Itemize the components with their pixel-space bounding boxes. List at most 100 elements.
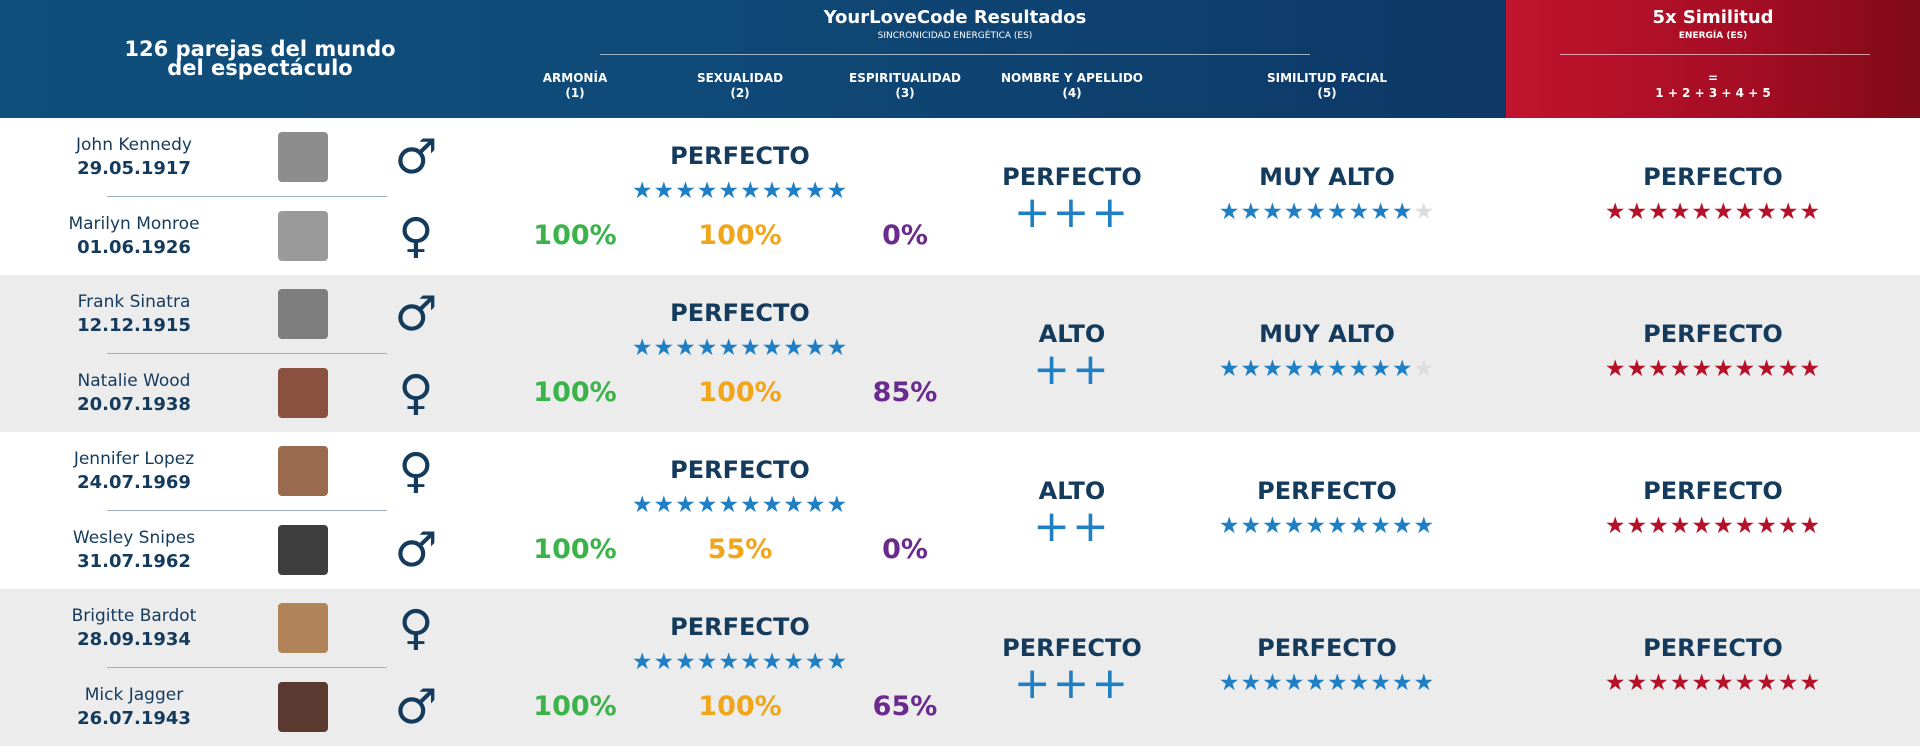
espiritualidad-percent: 65% [872,691,938,722]
nombre-label: ALTO [1038,320,1106,348]
star-icon: ★ [783,649,805,675]
star-icon: ★ [1348,513,1371,539]
star-icon: ★ [1799,356,1822,382]
facial-stars: ★★★★★★★★★★ [1187,670,1467,696]
portrait-photo [278,132,328,182]
male-symbol-icon: ♂ [394,129,438,185]
star-icon: ★ [1626,356,1649,382]
person-name: Brigitte Bardot [71,606,197,626]
star-icon: ★ [1391,199,1414,225]
armonia-percent: 100% [533,534,617,565]
star-icon: ★ [1240,513,1263,539]
column-header-label: ARMONÍA [542,71,608,85]
star-icon: ★ [1648,670,1670,696]
star-icon: ★ [631,178,654,204]
person-name: Marilyn Monroe [68,214,200,234]
portrait-photo [278,525,328,575]
star-icon: ★ [696,649,719,675]
star-icon: ★ [718,335,740,361]
person-date: 31.07.1962 [77,551,191,572]
star-icon: ★ [761,178,784,204]
star-icon: ★ [1604,199,1627,225]
header-blue-panel [0,0,1506,118]
star-icon: ★ [804,649,827,675]
star-icon: ★ [1734,670,1757,696]
female-symbol-icon: ♀ [398,365,434,421]
star-icon: ★ [1669,199,1692,225]
header-subtitle: SINCRONICIDAD ENERGÉTICA (ES) [877,31,1033,41]
armonia-percent: 100% [533,691,617,722]
star-icon: ★ [653,649,676,675]
facial-stars: ★★★★★★★★★★ [1187,513,1467,539]
column-header-num: (4) [1062,86,1082,100]
person-name: Jennifer Lopez [73,449,195,469]
star-icon: ★ [1777,513,1800,539]
star-icon: ★ [1604,513,1627,539]
row-separator [107,510,387,511]
overall-stars: ★★★★★★★★★★ [600,178,880,204]
pair-row: Brigitte Bardot 28.09.1934 ♀ Mick Jagger 26.… [0,589,1920,746]
person-date: 12.12.1915 [77,315,191,336]
facial-label: MUY ALTO [1259,163,1395,191]
similitud-stars: ★★★★★★★★★★ [1573,199,1853,225]
overall-stars: ★★★★★★★★★★ [600,649,880,675]
star-icon: ★ [1413,670,1436,696]
star-icon: ★ [631,492,654,518]
star-icon: ★ [826,335,849,361]
header: 126 parejas del mundo del espectáculo Yo… [0,0,1920,118]
star-icon: ★ [826,178,849,204]
star-icon: ★ [1413,356,1436,382]
star-icon: ★ [653,178,676,204]
header-left-title: 126 parejas del mundo del espectáculo [110,37,410,79]
female-symbol-icon: ♀ [398,600,434,656]
portrait-photo [278,446,328,496]
column-header-sexualidad: SEXUALIDAD (2) [660,71,820,101]
column-header-armonia: ARMONÍA (1) [495,71,655,101]
person-date: 01.06.1926 [77,237,191,258]
column-header-num: (2) [730,86,750,100]
star-icon: ★ [653,335,676,361]
nombre-label: PERFECTO [1002,634,1142,662]
star-icon: ★ [1262,199,1284,225]
similitud-label: PERFECTO [1643,477,1783,505]
header-title: YourLoveCode Resultados [823,7,1087,28]
overall-stars: ★★★★★★★★★★ [600,335,880,361]
nombre-label: PERFECTO [1002,163,1142,191]
armonia-percent: 100% [533,220,617,251]
star-icon: ★ [1283,513,1306,539]
star-icon: ★ [718,649,740,675]
column-header-num: (5) [1317,86,1337,100]
star-icon: ★ [1240,356,1263,382]
star-icon: ★ [675,335,697,361]
star-icon: ★ [1691,670,1713,696]
similitud-stars: ★★★★★★★★★★ [1573,356,1853,382]
pair-row: Jennifer Lopez 24.07.1969 ♀ Wesley Snipes 31… [0,432,1920,589]
star-icon: ★ [1669,670,1692,696]
facial-stars: ★★★★★★★★★★ [1187,356,1467,382]
person-name: Wesley Snipes [72,528,196,548]
portrait-photo [278,682,328,732]
star-icon: ★ [1756,199,1778,225]
star-icon: ★ [631,649,654,675]
star-icon: ★ [1669,513,1692,539]
star-icon: ★ [826,492,849,518]
star-icon: ★ [1305,199,1327,225]
star-icon: ★ [1348,356,1371,382]
star-icon: ★ [1777,356,1800,382]
pair-row: Frank Sinatra 12.12.1915 ♂ Natalie Wood 20.0… [0,275,1920,432]
overall-label: PERFECTO [670,613,810,641]
star-icon: ★ [783,178,805,204]
female-symbol-icon: ♀ [398,443,434,499]
facial-stars: ★★★★★★★★★★ [1187,199,1467,225]
star-icon: ★ [1799,670,1822,696]
header-left-title-line1: 126 parejas del mundo [124,37,396,61]
star-icon: ★ [1327,199,1349,225]
male-symbol-icon: ♂ [394,522,438,578]
person-date: 29.05.1917 [77,158,191,179]
star-icon: ★ [1218,356,1241,382]
star-icon: ★ [1413,513,1436,539]
star-icon: ★ [1691,356,1713,382]
overall-label: PERFECTO [670,142,810,170]
star-icon: ★ [1648,513,1670,539]
